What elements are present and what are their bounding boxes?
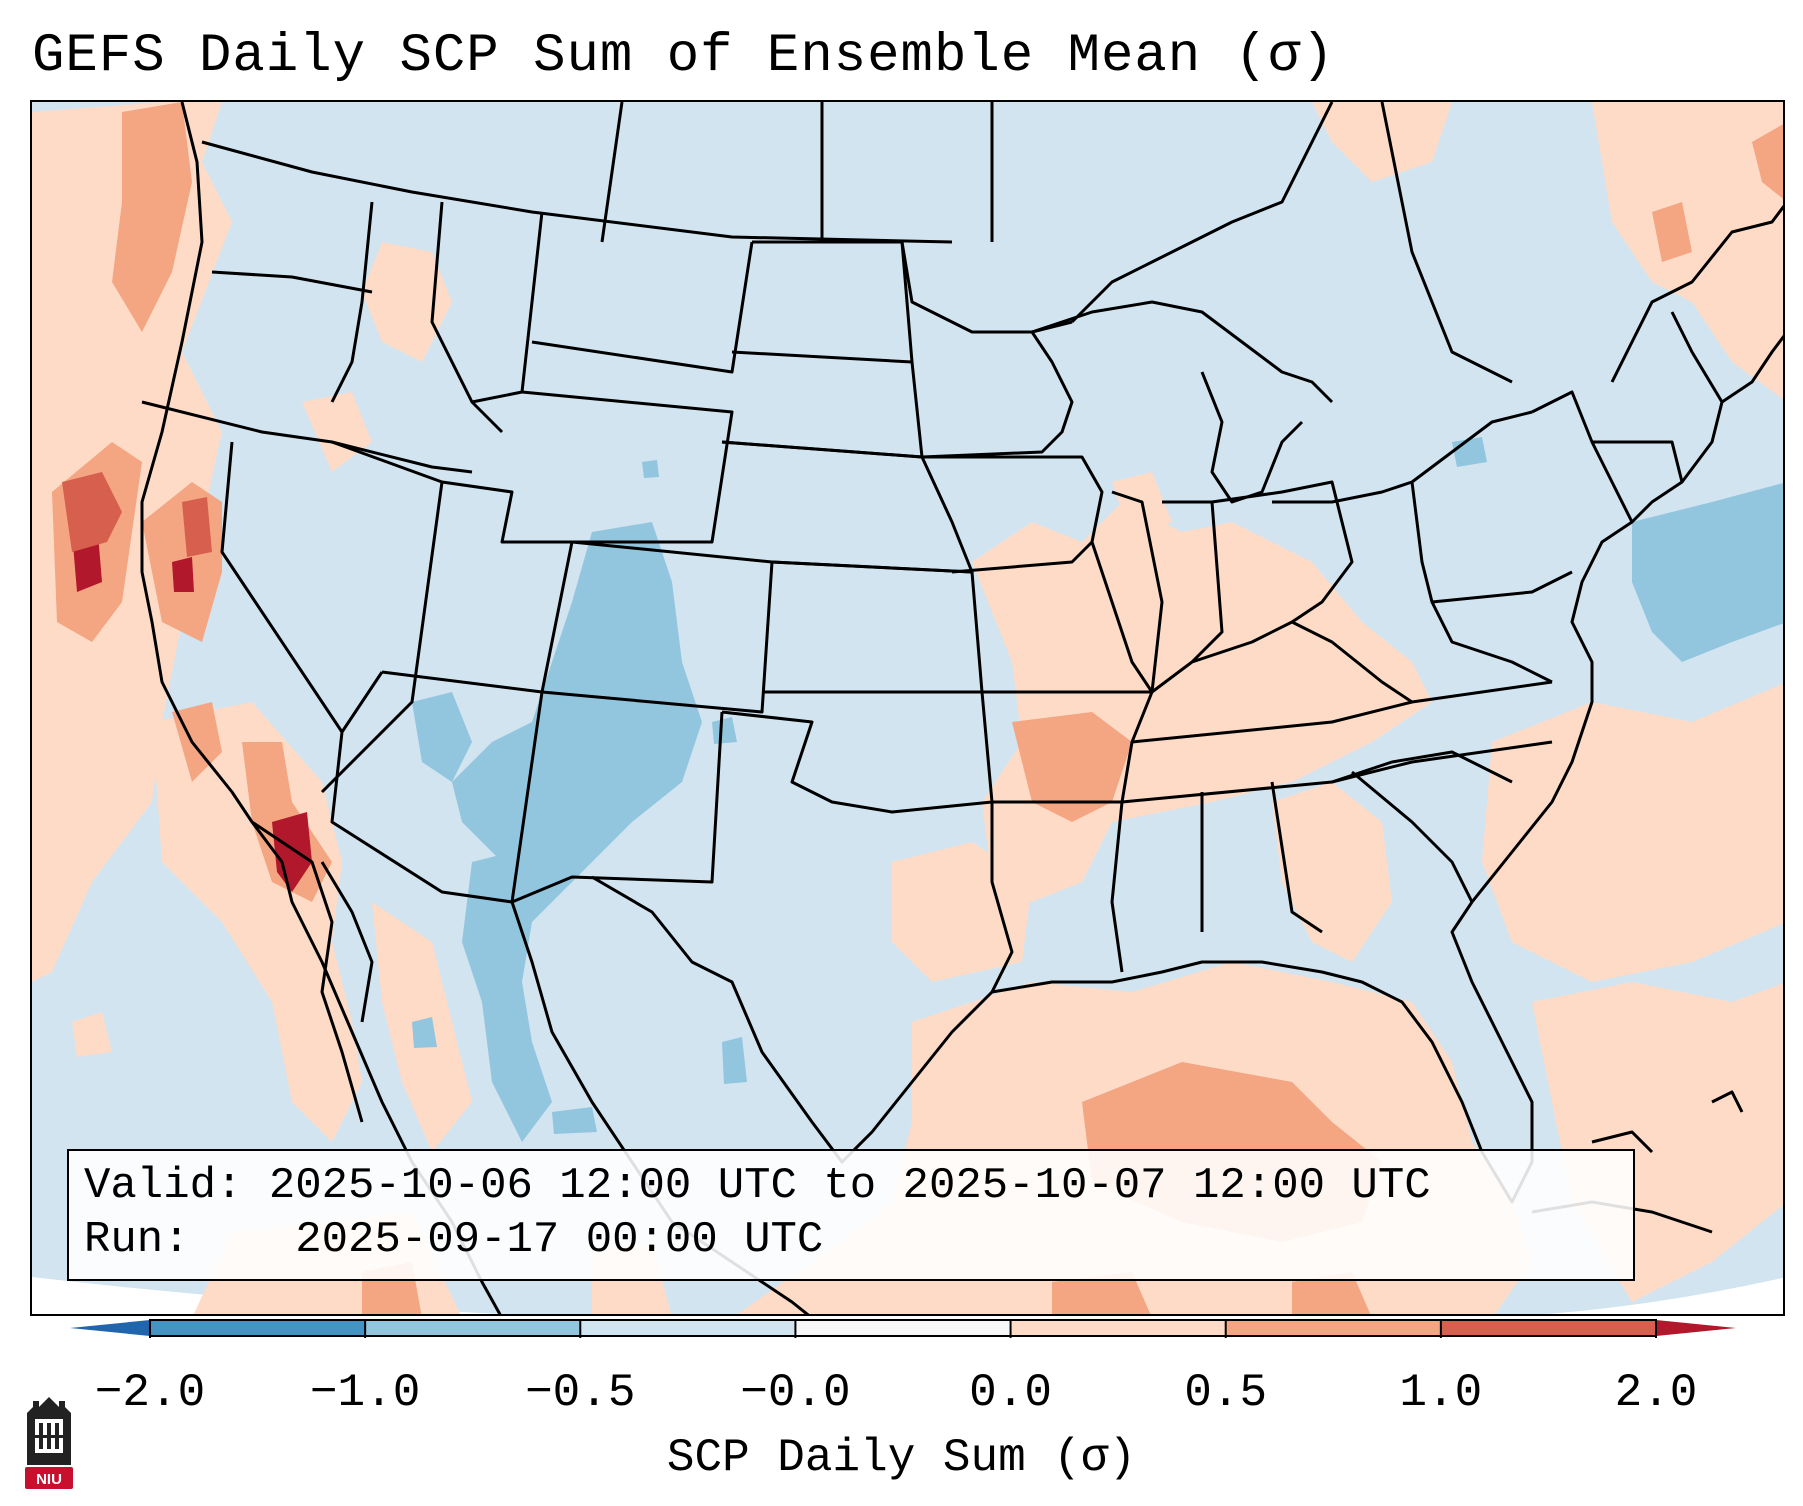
map-canvas: [32, 102, 1783, 1314]
run-line: Run: 2025-09-17 00:00 UTC: [84, 1213, 1633, 1267]
colorbar-label: SCP Daily Sum (σ): [666, 1432, 1137, 1484]
colorbar-bin: [580, 1320, 796, 1336]
valid-line: Valid: 2025-10-06 12:00 UTC to 2025-10-0…: [84, 1159, 1633, 1213]
colorbar-over-extension: [1656, 1320, 1736, 1336]
map-domain-edge: [32, 1277, 502, 1314]
valid-run-info-box: Valid: 2025-10-06 12:00 UTC to 2025-10-0…: [67, 1149, 1635, 1281]
colorbar-tick-label: 1.0: [1399, 1367, 1483, 1419]
colorbar-bin: [1225, 1320, 1442, 1336]
niu-logo-icon: [25, 1397, 73, 1489]
colorbar-tick-label: 0.0: [969, 1367, 1052, 1419]
valid-label: Valid:: [84, 1161, 243, 1211]
colorbar: [70, 1319, 1736, 1338]
valid-value: 2025-10-06 12:00 UTC to 2025-10-07 12:00…: [268, 1161, 1431, 1211]
negative-anomaly: [412, 437, 1783, 1142]
map-title: GEFS Daily SCP Sum of Ensemble Mean (σ): [32, 26, 1335, 87]
colorbar-bins: [150, 1320, 1657, 1336]
niu-logo: NIU: [25, 1397, 73, 1489]
colorbar-bin: [1010, 1320, 1227, 1336]
colorbar-tick-label: −0.5: [525, 1367, 636, 1419]
colorbar-bin: [795, 1320, 1012, 1336]
niu-logo-text: NIU: [36, 1471, 62, 1488]
colorbar-tick-label: 2.0: [1614, 1367, 1698, 1419]
run-value: 2025-09-17 00:00 UTC: [295, 1215, 824, 1265]
colorbar-bin: [150, 1320, 366, 1336]
map-domain-edge-right: [1547, 1277, 1783, 1314]
political-boundaries: [140, 102, 1783, 1314]
positive-anomaly-strong-2: [62, 472, 212, 557]
colorbar-bin: [365, 1320, 581, 1336]
colorbar-ticks: [149, 1320, 1657, 1338]
colorbar-under-extension: [70, 1320, 150, 1336]
map-panel[interactable]: [30, 100, 1785, 1316]
run-label: Run:: [84, 1215, 190, 1265]
colorbar-bin: [1440, 1320, 1657, 1336]
colorbar-tick-label: −1.0: [309, 1367, 421, 1419]
colorbar-tick-label: 0.5: [1184, 1367, 1268, 1419]
colorbar-tick-label: −2.0: [94, 1367, 206, 1419]
colorbar-tick-label: −0.0: [740, 1367, 851, 1419]
